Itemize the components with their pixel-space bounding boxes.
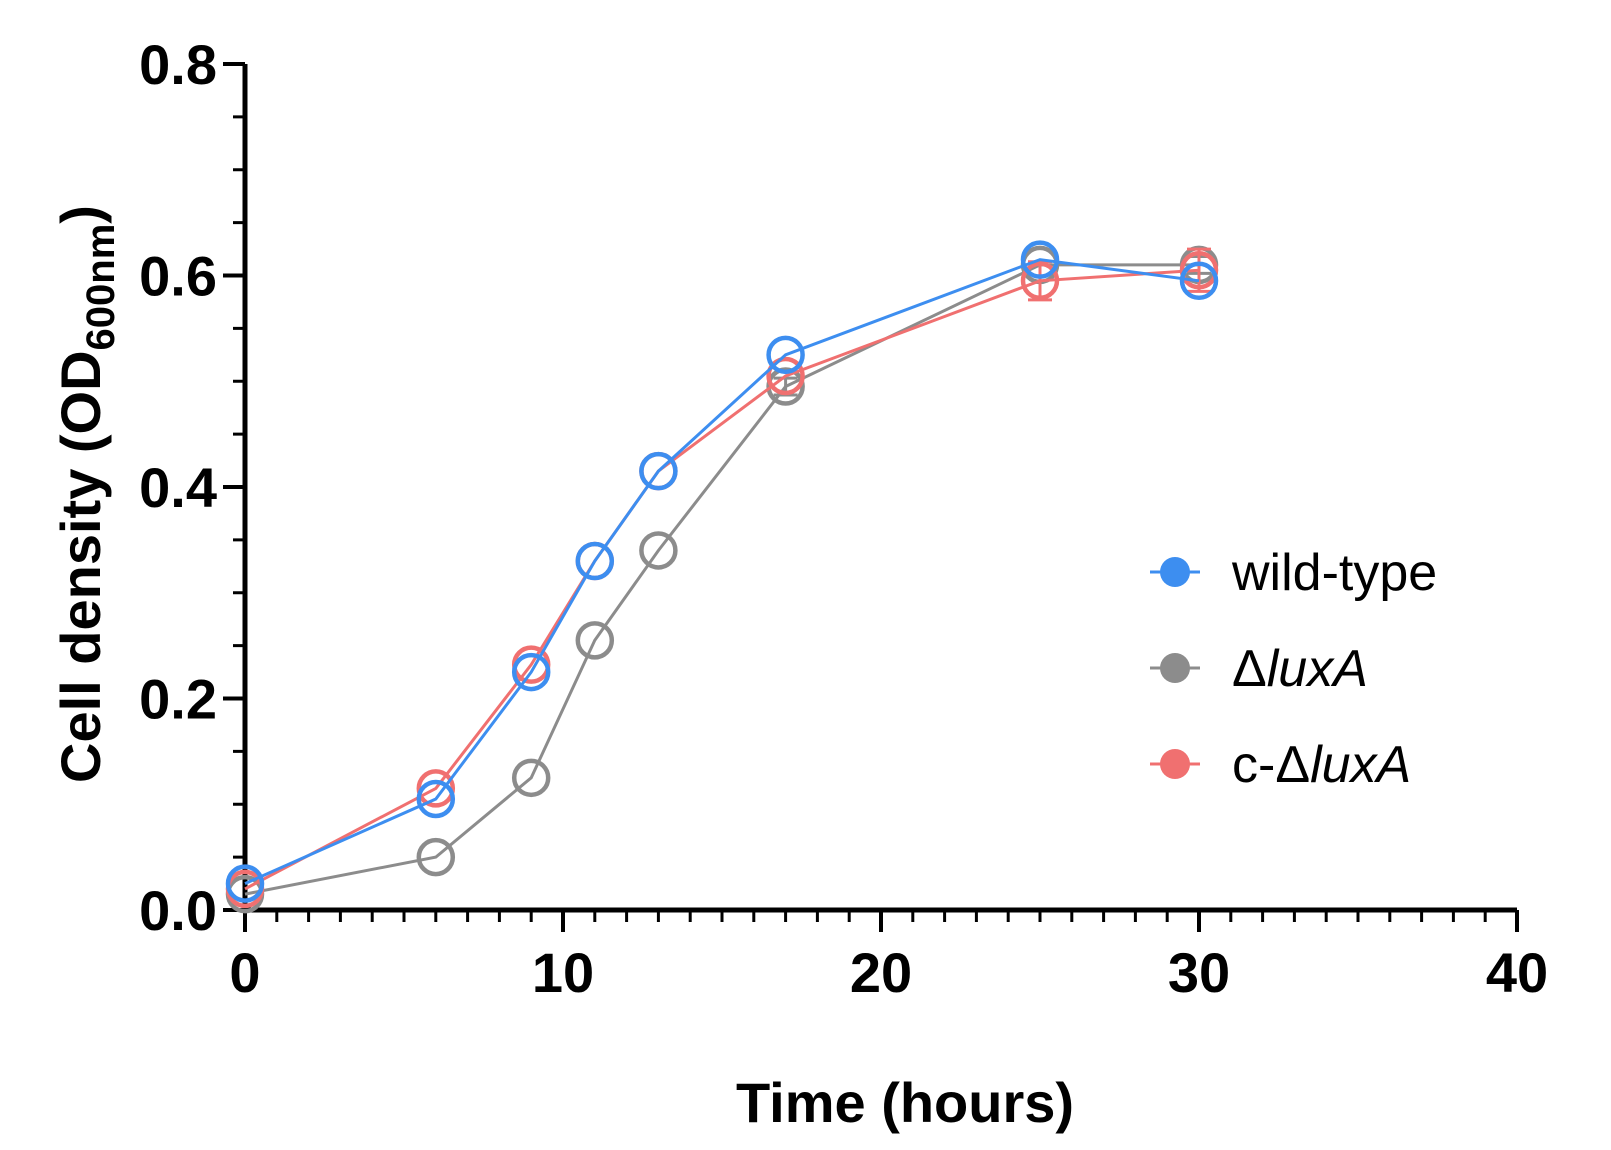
series-2 (225, 240, 1219, 903)
y-axis-title-subscript: 600nm (79, 224, 123, 351)
data-point (766, 356, 805, 396)
data-point (1020, 240, 1060, 279)
y-axis-title-close: ) (49, 205, 112, 224)
data-point (1179, 250, 1219, 290)
data-point (416, 837, 456, 877)
y-tick-label: 0.2 (139, 668, 217, 731)
y-tick-label: 0.6 (139, 245, 217, 308)
x-axis-title: Time (hours) (736, 1071, 1074, 1134)
y-tick-label: 0.8 (139, 33, 217, 96)
data-point (766, 367, 805, 406)
y-axis-title: Cell density (OD600nm) (49, 205, 123, 783)
legend-label: c-ΔluxA (1232, 736, 1411, 794)
legend-label-italic: luxA (1267, 640, 1368, 698)
x-tick-label: 30 (1168, 941, 1230, 1004)
data-point (575, 541, 615, 581)
data-point (416, 779, 456, 819)
data-point (511, 652, 551, 692)
data-point (1179, 261, 1219, 301)
data-point (416, 769, 456, 808)
x-tick-label: 20 (850, 941, 912, 1004)
legend-item: wild-type (1150, 544, 1437, 602)
legend-item: c-ΔluxA (1150, 736, 1411, 794)
legend-marker (1160, 557, 1190, 587)
legend-item: ΔluxA (1150, 640, 1368, 698)
y-axis-title-main: Cell density (OD (49, 350, 112, 783)
data-point (766, 335, 805, 375)
y-tick-label: 0.4 (139, 456, 217, 519)
x-tick-label: 10 (532, 941, 594, 1004)
series-1 (225, 247, 1219, 909)
legend-label-text: Δ (1232, 640, 1267, 698)
legend-label: wild-type (1231, 544, 1437, 602)
legend-marker (1160, 653, 1190, 683)
data-point (639, 451, 678, 491)
legend-label-italic: luxA (1310, 736, 1411, 794)
legend-label-text: c-Δ (1232, 736, 1310, 794)
x-tick-label: 40 (1486, 941, 1548, 1004)
series-line (244, 268, 1200, 891)
series-line (244, 263, 1199, 896)
y-tick-label: 0.0 (139, 879, 217, 942)
data-point (1020, 261, 1060, 301)
series-layer (225, 240, 1219, 914)
data-point (639, 531, 678, 570)
legend-label: ΔluxA (1232, 640, 1368, 698)
x-tick-label: 0 (229, 941, 260, 1004)
legend-label-text: wild-type (1231, 544, 1437, 602)
data-point (575, 621, 615, 660)
legend-marker (1160, 749, 1190, 779)
series-0 (225, 245, 1219, 914)
ticks: 0 10 20 30 40 0.0 0.2 0.4 0.6 0.8 (139, 33, 1548, 1004)
series-line (244, 258, 1200, 885)
data-point (225, 864, 265, 903)
data-point (511, 758, 551, 798)
